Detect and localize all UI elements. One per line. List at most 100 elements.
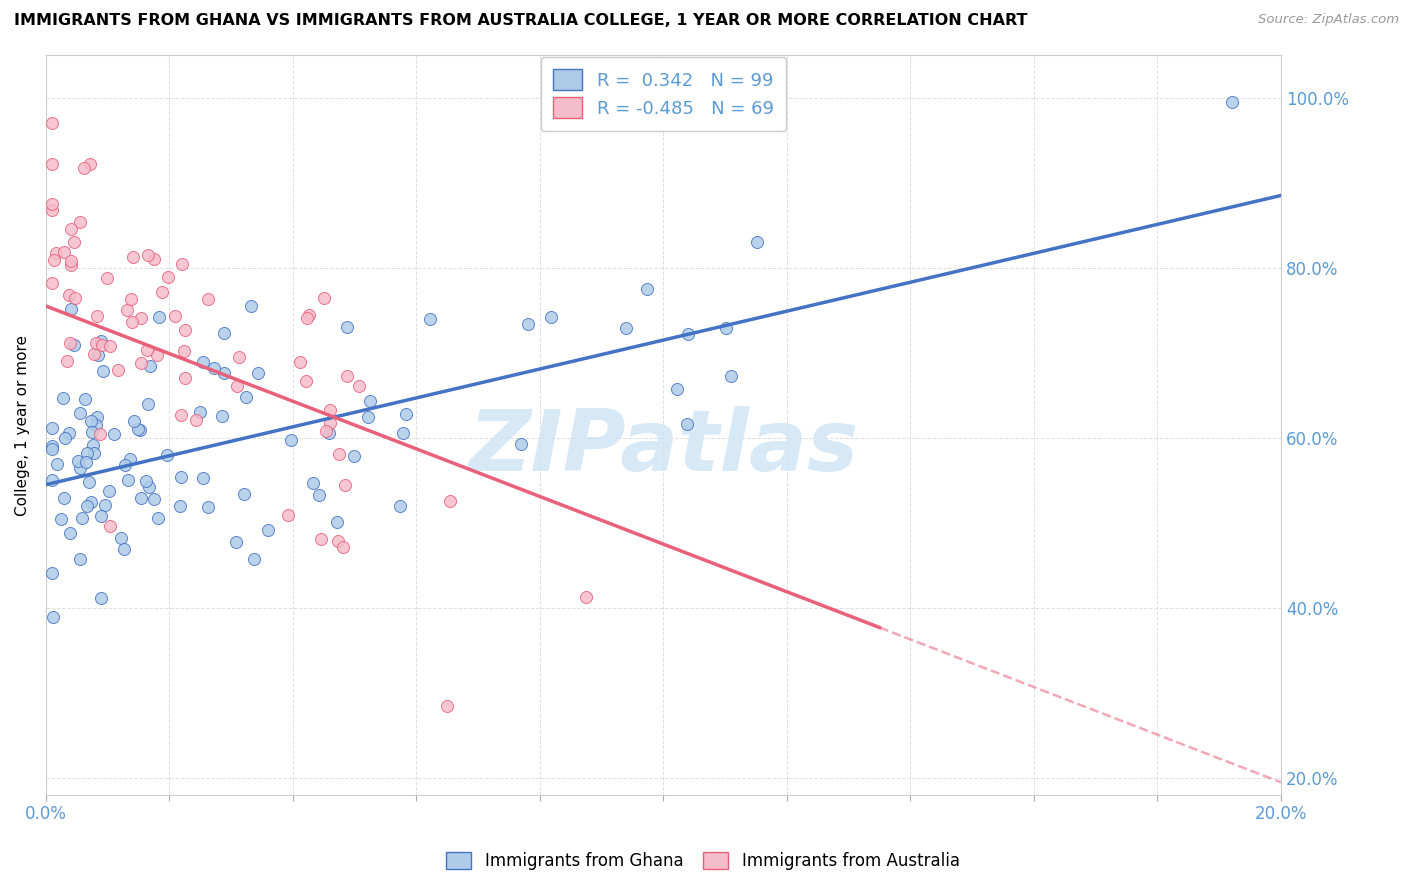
Point — [277, 508, 299, 522]
Point — [332, 541, 354, 555]
Point — [139, 359, 162, 374]
Point — [129, 311, 152, 326]
Point — [143, 492, 166, 507]
Point — [745, 235, 768, 250]
Point — [117, 302, 139, 317]
Point — [107, 363, 129, 377]
Point — [75, 455, 97, 469]
Point — [191, 471, 214, 485]
Point — [326, 534, 349, 549]
Point — [91, 338, 114, 352]
Point — [169, 499, 191, 513]
Point — [302, 476, 325, 491]
Point — [96, 271, 118, 285]
Point — [98, 339, 121, 353]
Text: ZIPatlas: ZIPatlas — [468, 406, 859, 489]
Point — [540, 310, 562, 325]
Point — [136, 396, 159, 410]
Point — [69, 461, 91, 475]
Point — [666, 382, 689, 396]
Point — [328, 447, 350, 461]
Point — [69, 552, 91, 566]
Point — [1220, 95, 1243, 109]
Point — [94, 498, 117, 512]
Point — [388, 499, 411, 513]
Point — [312, 291, 335, 305]
Point — [326, 516, 349, 530]
Point — [419, 311, 441, 326]
Point — [295, 374, 318, 388]
Point — [509, 437, 531, 451]
Point — [59, 335, 82, 350]
Text: IMMIGRANTS FROM GHANA VS IMMIGRANTS FROM AUSTRALIA COLLEGE, 1 YEAR OR MORE CORRE: IMMIGRANTS FROM GHANA VS IMMIGRANTS FROM… — [14, 13, 1028, 29]
Point — [129, 491, 152, 506]
Point — [678, 326, 700, 341]
Point — [226, 378, 249, 392]
Point — [45, 457, 67, 471]
Y-axis label: College, 1 year or more: College, 1 year or more — [15, 334, 30, 516]
Point — [391, 425, 413, 440]
Point — [41, 276, 63, 290]
Point — [97, 484, 120, 499]
Point — [76, 499, 98, 513]
Point — [69, 215, 91, 229]
Point — [309, 532, 332, 546]
Point — [233, 487, 256, 501]
Point — [170, 470, 193, 484]
Point — [315, 424, 337, 438]
Point — [59, 259, 82, 273]
Point — [86, 310, 108, 324]
Point — [73, 161, 96, 176]
Point — [98, 519, 121, 533]
Point — [395, 407, 418, 421]
Point — [197, 500, 219, 515]
Point — [173, 344, 195, 359]
Point — [714, 321, 737, 335]
Point — [197, 292, 219, 306]
Point — [58, 288, 80, 302]
Point — [63, 338, 86, 352]
Point — [75, 392, 97, 406]
Point — [52, 491, 75, 506]
Point — [186, 412, 208, 426]
Point — [135, 474, 157, 488]
Point — [146, 348, 169, 362]
Point — [280, 434, 302, 448]
Point — [82, 438, 104, 452]
Point — [202, 360, 225, 375]
Point — [41, 421, 63, 435]
Point — [225, 534, 247, 549]
Point — [122, 414, 145, 428]
Point — [60, 221, 83, 235]
Text: Source: ZipAtlas.com: Source: ZipAtlas.com — [1258, 13, 1399, 27]
Point — [359, 394, 381, 409]
Point — [59, 253, 82, 268]
Point — [56, 354, 79, 368]
Point — [121, 315, 143, 329]
Point — [616, 321, 638, 335]
Point — [335, 478, 357, 492]
Point — [86, 409, 108, 424]
Point — [136, 343, 159, 357]
Point — [336, 369, 359, 384]
Point — [143, 252, 166, 266]
Point — [117, 473, 139, 487]
Point — [114, 458, 136, 472]
Point — [127, 422, 149, 436]
Point — [63, 291, 86, 305]
Point — [157, 269, 180, 284]
Point — [41, 116, 63, 130]
Point — [235, 390, 257, 404]
Point — [170, 408, 193, 422]
Point — [84, 418, 107, 433]
Point — [83, 347, 105, 361]
Point — [150, 285, 173, 299]
Point — [675, 417, 697, 431]
Point — [120, 452, 142, 467]
Point — [89, 427, 111, 442]
Point — [288, 355, 311, 369]
Point — [90, 591, 112, 605]
Legend: Immigrants from Ghana, Immigrants from Australia: Immigrants from Ghana, Immigrants from A… — [440, 845, 966, 877]
Point — [239, 299, 262, 313]
Point — [103, 426, 125, 441]
